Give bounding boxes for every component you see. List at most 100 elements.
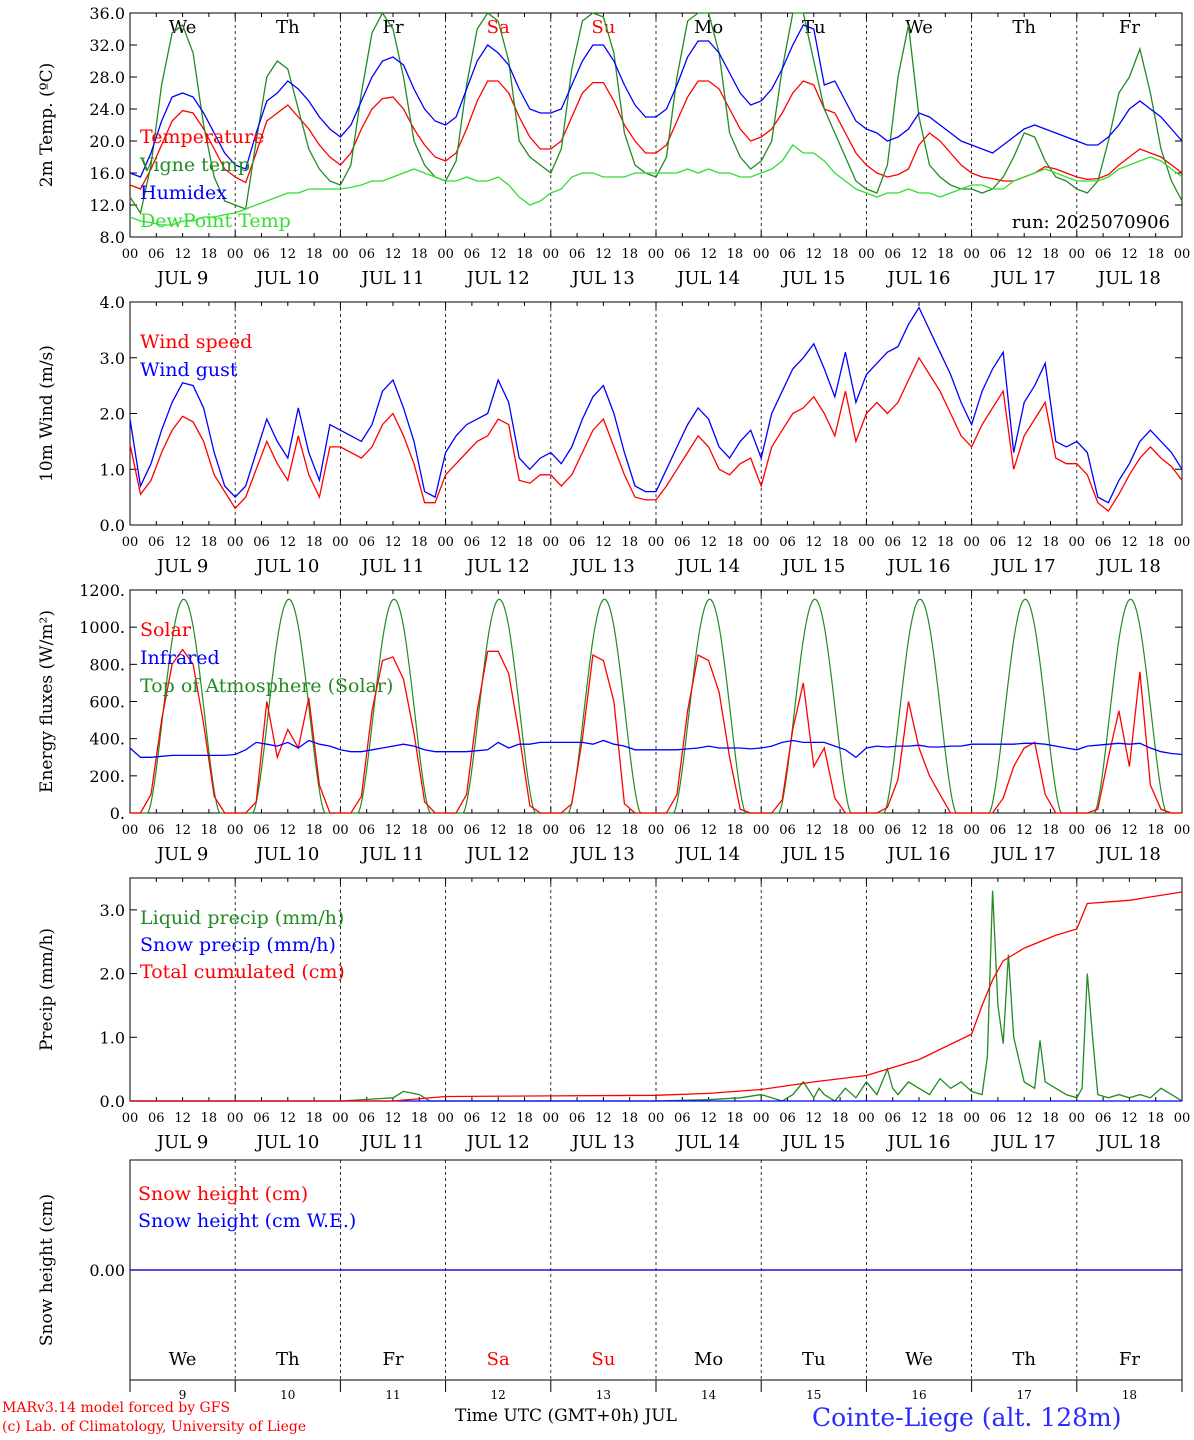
temp-hour-label: 00 xyxy=(1069,247,1086,262)
precip-hour-label: 18 xyxy=(1147,1111,1164,1126)
temp-ytick-label: 36.0 xyxy=(89,4,125,23)
precip-date-label: JUL 15 xyxy=(780,1132,845,1153)
temp-date-label: JUL 18 xyxy=(1096,268,1161,289)
temp-hour-label: 06 xyxy=(884,247,901,262)
station-name: Cointe-Liege (alt. 128m) xyxy=(812,1403,1122,1432)
precip-hour-label: 06 xyxy=(1095,1111,1112,1126)
precip-hour-label: 06 xyxy=(464,1111,481,1126)
precip-hour-label: 12 xyxy=(385,1111,402,1126)
precip-hour-label: 12 xyxy=(1016,1111,1033,1126)
temp-hour-label: 18 xyxy=(411,247,428,262)
energy-hour-label: 00 xyxy=(122,823,139,838)
wind-ytick-label: 1.0 xyxy=(100,460,125,479)
temp-date-label: JUL 16 xyxy=(886,268,951,289)
energy-hour-label: 18 xyxy=(832,823,849,838)
snow-weekday-label: Tu xyxy=(802,1349,826,1370)
energy-date-label: JUL 18 xyxy=(1096,844,1161,865)
energy-hour-label: 18 xyxy=(411,823,428,838)
energy-hour-label: 18 xyxy=(1147,823,1164,838)
day-number-label: 13 xyxy=(596,1388,611,1402)
wind-date-label: JUL 14 xyxy=(675,556,740,577)
weekday-label: Sa xyxy=(487,17,510,38)
precip-date-label: JUL 18 xyxy=(1096,1132,1161,1153)
wind-date-label: JUL 12 xyxy=(465,556,530,577)
energy-hour-label: 12 xyxy=(806,823,823,838)
wind-hour-label: 06 xyxy=(884,535,901,550)
snow-weekday-label: We xyxy=(169,1349,197,1370)
temp-date-label: JUL 15 xyxy=(780,268,845,289)
day-number-label: 17 xyxy=(1017,1388,1032,1402)
wind-hour-label: 00 xyxy=(648,535,665,550)
wind-hour-label: 00 xyxy=(1174,535,1191,550)
wind-hour-label: 00 xyxy=(332,535,349,550)
energy-hour-label: 00 xyxy=(227,823,244,838)
wind-hour-label: 12 xyxy=(174,535,191,550)
wind-date-label: JUL 13 xyxy=(570,556,635,577)
snow-weekday-label: Fr xyxy=(382,1349,403,1370)
precip-hour-label: 12 xyxy=(1121,1111,1138,1126)
precip-hour-label: 12 xyxy=(595,1111,612,1126)
temp-legend-item: Temperature xyxy=(140,126,264,148)
temp-ytick-label: 8.0 xyxy=(100,228,125,247)
temp-hour-label: 12 xyxy=(385,247,402,262)
day-number-label: 15 xyxy=(806,1388,821,1402)
precip-hour-label: 06 xyxy=(148,1111,165,1126)
wind-hour-label: 12 xyxy=(700,535,717,550)
energy-date-label: JUL 12 xyxy=(465,844,530,865)
temp-hour-label: 00 xyxy=(858,247,875,262)
energy-ytick-label: 0. xyxy=(110,804,125,823)
energy-date-label: JUL 13 xyxy=(570,844,635,865)
precip-ytick-label: 3.0 xyxy=(100,901,125,920)
precip-ytick-label: 1.0 xyxy=(100,1028,125,1047)
energy-series-1-line xyxy=(129,739,1183,759)
temp-hour-label: 06 xyxy=(1095,247,1112,262)
temp-date-label: JUL 11 xyxy=(360,268,425,289)
precip-hour-label: 18 xyxy=(201,1111,218,1126)
energy-legend-item: Infrared xyxy=(140,647,220,669)
wind-hour-label: 12 xyxy=(490,535,507,550)
wind-hour-label: 12 xyxy=(911,535,928,550)
temp-hour-label: 00 xyxy=(437,247,454,262)
snow-weekday-label: Th xyxy=(1012,1349,1036,1370)
precip-hour-label: 18 xyxy=(727,1111,744,1126)
wind-hour-label: 12 xyxy=(806,535,823,550)
precip-hour-label: 12 xyxy=(911,1111,928,1126)
energy-hour-label: 12 xyxy=(1016,823,1033,838)
wind-hour-label: 12 xyxy=(1121,535,1138,550)
precip-date-label: JUL 13 xyxy=(570,1132,635,1153)
precip-legend-item: Snow precip (mm/h) xyxy=(140,934,336,956)
temp-legend-item: Vigne temp xyxy=(139,154,250,176)
precip-hour-label: 18 xyxy=(516,1111,533,1126)
temp-series-0-line xyxy=(129,80,1183,190)
precip-legend-item: Total cumulated (cm) xyxy=(140,961,345,983)
energy-hour-label: 00 xyxy=(1069,823,1086,838)
run-annotation: run: 2025070906 xyxy=(1012,212,1170,233)
energy-hour-label: 00 xyxy=(543,823,560,838)
precip-series-2-line xyxy=(130,891,1183,1102)
precip-hour-label: 00 xyxy=(963,1111,980,1126)
temp-hour-label: 00 xyxy=(1174,247,1191,262)
temp-hour-label: 06 xyxy=(779,247,796,262)
precip-hour-label: 12 xyxy=(280,1111,297,1126)
temp-hour-label: 18 xyxy=(727,247,744,262)
snow-legend-item: Snow height (cm W.E.) xyxy=(138,1210,356,1232)
energy-hour-label: 18 xyxy=(727,823,744,838)
wind-hour-label: 18 xyxy=(1147,535,1164,550)
energy-hour-label: 12 xyxy=(385,823,402,838)
temp-date-label: JUL 13 xyxy=(570,268,635,289)
wind-legend-item: Wind gust xyxy=(140,359,238,381)
snow-weekday-label: Fr xyxy=(1119,1349,1140,1370)
wind-hour-label: 18 xyxy=(516,535,533,550)
wind-ytick-label: 0.0 xyxy=(100,516,125,535)
day-number-label: 18 xyxy=(1122,1388,1137,1402)
precip-date-label: JUL 16 xyxy=(886,1132,951,1153)
precip-date-label: JUL 14 xyxy=(675,1132,740,1153)
energy-hour-label: 00 xyxy=(963,823,980,838)
energy-date-label: JUL 11 xyxy=(360,844,425,865)
snow-weekday-label: Su xyxy=(591,1349,615,1370)
temp-hour-label: 00 xyxy=(753,247,770,262)
wind-hour-label: 18 xyxy=(306,535,323,550)
energy-hour-label: 00 xyxy=(1174,823,1191,838)
precip-hour-label: 06 xyxy=(884,1111,901,1126)
